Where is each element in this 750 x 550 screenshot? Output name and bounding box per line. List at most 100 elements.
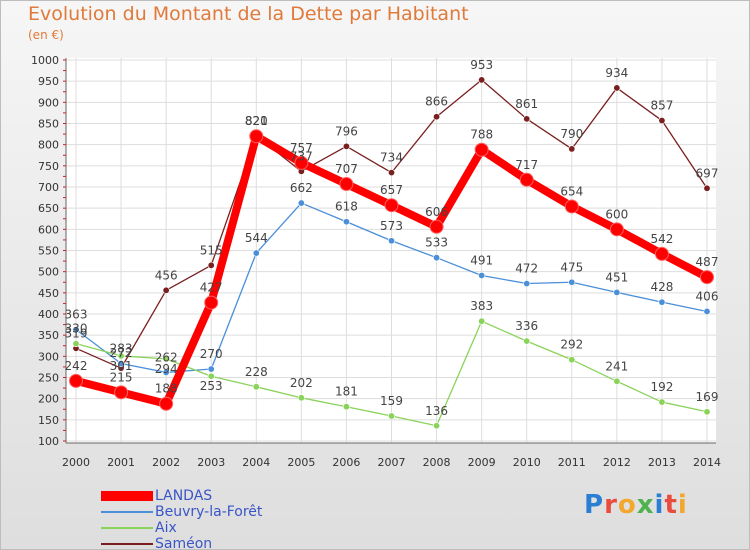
y-tick-label: 650 xyxy=(38,202,59,215)
y-tick-label: 850 xyxy=(38,118,59,131)
x-tick-label: 2000 xyxy=(62,456,90,469)
data-point xyxy=(249,129,264,144)
data-point xyxy=(162,286,170,294)
legend-item: Saméon xyxy=(101,536,262,549)
data-point xyxy=(658,298,666,306)
legend-label: Aix xyxy=(155,520,177,536)
data-label: 159 xyxy=(380,394,403,408)
data-point xyxy=(69,373,83,388)
chart-legend: LANDAS Beuvry-la-Forêt Aix Saméon xyxy=(101,488,263,549)
x-tick-label: 2012 xyxy=(603,456,631,469)
data-label: 790 xyxy=(560,127,583,141)
x-tick-label: 2008 xyxy=(423,456,451,469)
data-point xyxy=(204,295,219,310)
data-point xyxy=(387,237,395,245)
data-label: 796 xyxy=(335,124,358,138)
legend-swatch xyxy=(101,527,153,529)
data-label: 861 xyxy=(515,97,538,111)
data-label: 542 xyxy=(650,232,673,246)
data-point xyxy=(72,340,80,348)
legend-swatch xyxy=(101,491,153,501)
data-point xyxy=(207,372,215,380)
data-point xyxy=(342,142,350,150)
data-label: 533 xyxy=(425,236,448,250)
data-label: 202 xyxy=(290,376,313,390)
data-label: 292 xyxy=(560,338,583,352)
data-point xyxy=(342,403,350,411)
data-point xyxy=(207,365,215,373)
data-point xyxy=(523,280,531,288)
data-point xyxy=(297,394,305,402)
data-label: 707 xyxy=(335,162,358,176)
x-tick-label: 2004 xyxy=(242,456,270,469)
data-point xyxy=(159,396,174,411)
data-label: 294 xyxy=(155,362,178,376)
data-label: 241 xyxy=(605,359,628,373)
data-point xyxy=(294,155,309,170)
y-tick-label: 100 xyxy=(38,435,59,448)
data-label: 253 xyxy=(200,379,223,393)
data-label: 270 xyxy=(200,347,223,361)
data-point xyxy=(478,271,486,279)
data-point xyxy=(387,169,395,177)
data-point xyxy=(523,115,531,123)
data-label: 618 xyxy=(335,200,358,214)
data-label: 262 xyxy=(155,350,178,364)
data-label: 456 xyxy=(155,268,178,282)
data-label: 657 xyxy=(380,183,403,197)
data-point xyxy=(297,199,305,207)
data-label: 820 xyxy=(245,114,268,128)
legend-swatch xyxy=(101,543,153,545)
data-label: 515 xyxy=(200,243,223,257)
data-point xyxy=(252,249,260,257)
proxiti-logo: Proxiti xyxy=(584,490,688,520)
data-point xyxy=(613,84,621,92)
chart-subtitle: (en €) xyxy=(28,28,64,42)
data-label: 788 xyxy=(470,128,493,142)
legend-label: LANDAS xyxy=(155,488,213,504)
data-point xyxy=(114,385,129,400)
data-label: 821 xyxy=(245,114,268,128)
y-tick-label: 200 xyxy=(38,393,59,406)
y-tick-label: 450 xyxy=(38,287,59,300)
data-label: 717 xyxy=(515,158,538,172)
data-point xyxy=(654,246,669,261)
y-tick-label: 1000 xyxy=(31,54,59,67)
legend-item: LANDAS xyxy=(101,488,262,504)
legend-label: Beuvry-la-Forêt xyxy=(155,504,263,520)
data-label: 737 xyxy=(290,149,313,163)
data-point xyxy=(384,198,399,213)
data-label: 654 xyxy=(560,184,583,198)
data-label: 475 xyxy=(560,260,583,274)
data-point xyxy=(703,408,711,416)
data-label: 169 xyxy=(696,390,719,404)
data-label: 215 xyxy=(110,370,133,384)
data-label: 181 xyxy=(335,385,358,399)
y-tick-label: 350 xyxy=(38,329,59,342)
y-tick-label: 500 xyxy=(38,266,59,279)
data-point xyxy=(568,278,576,286)
y-tick-label: 550 xyxy=(38,245,59,258)
data-label: 301 xyxy=(110,359,133,373)
data-label: 573 xyxy=(380,219,403,233)
data-point xyxy=(433,254,441,262)
data-label: 188 xyxy=(155,382,178,396)
x-tick-label: 2002 xyxy=(152,456,180,469)
x-tick-label: 2001 xyxy=(107,456,135,469)
y-tick-label: 250 xyxy=(38,372,59,385)
data-label: 544 xyxy=(245,231,268,245)
data-label: 272 xyxy=(110,346,133,360)
data-label: 600 xyxy=(605,207,628,221)
data-point xyxy=(342,218,350,226)
data-point xyxy=(568,145,576,153)
data-point xyxy=(387,412,395,420)
data-point xyxy=(613,377,621,385)
data-label: 734 xyxy=(380,151,403,165)
data-label: 866 xyxy=(425,95,448,109)
legend-item: Aix xyxy=(101,520,262,536)
data-label: 136 xyxy=(425,404,448,418)
x-tick-label: 2014 xyxy=(693,456,721,469)
data-label: 451 xyxy=(605,270,628,284)
